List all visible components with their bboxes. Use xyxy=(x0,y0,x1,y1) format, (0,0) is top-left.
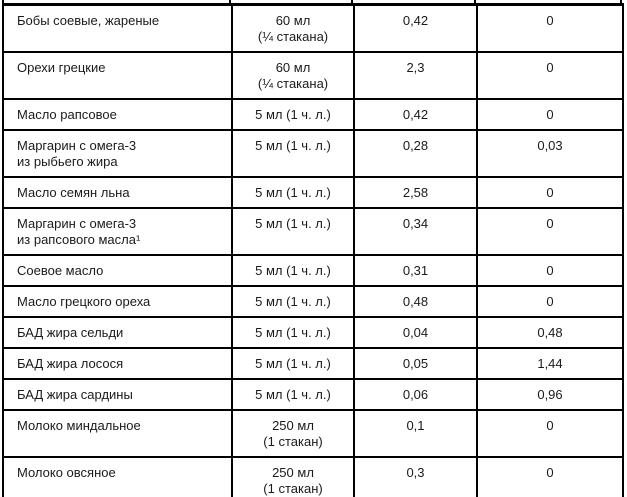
value1-cell: 0,34 xyxy=(353,207,478,256)
value1-cell: 2,3 xyxy=(353,51,478,100)
value2-cell: 0,03 xyxy=(476,129,624,178)
value1-cell: 0,31 xyxy=(353,254,478,287)
food-name-cell: БАД жира сельди xyxy=(2,316,233,349)
table-row: Масло грецкого ореха 5 мл (1 ч. л.) 0,48 0 xyxy=(2,285,624,318)
food-name-cell: БАД жира лосося xyxy=(2,347,233,380)
value1-cell: 0,42 xyxy=(353,3,478,53)
food-name-cell: БАД жира сардины xyxy=(2,378,233,411)
value2-cell: 0 xyxy=(476,409,624,458)
value2-cell: 1,44 xyxy=(476,347,624,380)
serving-cell: 60 мл (¼ стакана) xyxy=(231,3,355,53)
table-row: Соевое масло 5 мл (1 ч. л.) 0,31 0 xyxy=(2,254,624,287)
value1-cell: 0,05 xyxy=(353,347,478,380)
serving-cell: 5 мл (1 ч. л.) xyxy=(231,316,355,349)
serving-cell: 250 мл (1 стакан) xyxy=(231,409,355,458)
value1-cell: 0,42 xyxy=(353,98,478,131)
serving-cell: 5 мл (1 ч. л.) xyxy=(231,129,355,178)
nutrition-table: Бобы соевые, жареные 60 мл (¼ стакана) 0,4… xyxy=(2,3,624,497)
serving-cell: 5 мл (1 ч. л.) xyxy=(231,207,355,256)
value1-cell: 0,28 xyxy=(353,129,478,178)
value2-cell: 0 xyxy=(476,285,624,318)
serving-cell: 250 мл (1 стакан) xyxy=(231,456,355,497)
food-name-cell: Маргарин с омега-3 из рапсового масла¹ xyxy=(2,207,233,256)
value2-cell: 0,96 xyxy=(476,378,624,411)
value2-cell: 0 xyxy=(476,207,624,256)
value2-cell: 0 xyxy=(476,51,624,100)
value1-cell: 0,1 xyxy=(353,409,478,458)
food-name-cell: Масло грецкого ореха xyxy=(2,285,233,318)
table-row: Молоко овсяное 250 мл (1 стакан) 0,3 0 xyxy=(2,456,624,497)
serving-cell: 5 мл (1 ч. л.) xyxy=(231,347,355,380)
food-name-cell: Соевое масло xyxy=(2,254,233,287)
table-row: Молоко миндальное 250 мл (1 стакан) 0,1 0 xyxy=(2,409,624,458)
food-name-cell: Орехи грецкие xyxy=(2,51,233,100)
table-row: Бобы соевые, жареные 60 мл (¼ стакана) 0,4… xyxy=(2,3,624,53)
previous-row-fragment xyxy=(2,0,622,3)
table-border-stub xyxy=(229,0,231,3)
serving-cell: 5 мл (1 ч. л.) xyxy=(231,378,355,411)
table-border-stub xyxy=(2,0,4,3)
value1-cell: 0,06 xyxy=(353,378,478,411)
table-row: БАД жира сельди 5 мл (1 ч. л.) 0,04 0,48 xyxy=(2,316,624,349)
food-name-cell: Маргарин с омега-3 из рыбьего жира xyxy=(2,129,233,178)
serving-cell: 5 мл (1 ч. л.) xyxy=(231,285,355,318)
value1-cell: 0,04 xyxy=(353,316,478,349)
table-body: Бобы соевые, жареные 60 мл (¼ стакана) 0,4… xyxy=(2,3,624,497)
food-name-cell: Масло семян льна xyxy=(2,176,233,209)
value1-cell: 0,48 xyxy=(353,285,478,318)
value2-cell: 0 xyxy=(476,456,624,497)
food-name-cell: Молоко миндальное xyxy=(2,409,233,458)
table-border-stub xyxy=(474,0,476,3)
table-border-stub xyxy=(620,0,622,3)
table-row: Масло рапсовое 5 мл (1 ч. л.) 0,42 0 xyxy=(2,98,624,131)
serving-cell: 60 мл (¼ стакана) xyxy=(231,51,355,100)
value1-cell: 0,3 xyxy=(353,456,478,497)
value2-cell: 0 xyxy=(476,176,624,209)
value2-cell: 0 xyxy=(476,3,624,53)
table-row: Маргарин с омега-3 из рапсового масла¹ 5 … xyxy=(2,207,624,256)
value2-cell: 0,48 xyxy=(476,316,624,349)
food-name-cell: Масло рапсовое xyxy=(2,98,233,131)
serving-cell: 5 мл (1 ч. л.) xyxy=(231,176,355,209)
food-name-cell: Молоко овсяное xyxy=(2,456,233,497)
value1-cell: 2,58 xyxy=(353,176,478,209)
table-row: БАД жира сардины 5 мл (1 ч. л.) 0,06 0,96 xyxy=(2,378,624,411)
table-row: Масло семян льна 5 мл (1 ч. л.) 2,58 0 xyxy=(2,176,624,209)
table-row: Маргарин с омега-3 из рыбьего жира 5 мл (… xyxy=(2,129,624,178)
value2-cell: 0 xyxy=(476,98,624,131)
food-name-cell: Бобы соевые, жареные xyxy=(2,3,233,53)
table-border-stub xyxy=(351,0,353,3)
table-row: Орехи грецкие 60 мл (¼ стакана) 2,3 0 xyxy=(2,51,624,100)
serving-cell: 5 мл (1 ч. л.) xyxy=(231,98,355,131)
serving-cell: 5 мл (1 ч. л.) xyxy=(231,254,355,287)
value2-cell: 0 xyxy=(476,254,624,287)
table-row: БАД жира лосося 5 мл (1 ч. л.) 0,05 1,44 xyxy=(2,347,624,380)
